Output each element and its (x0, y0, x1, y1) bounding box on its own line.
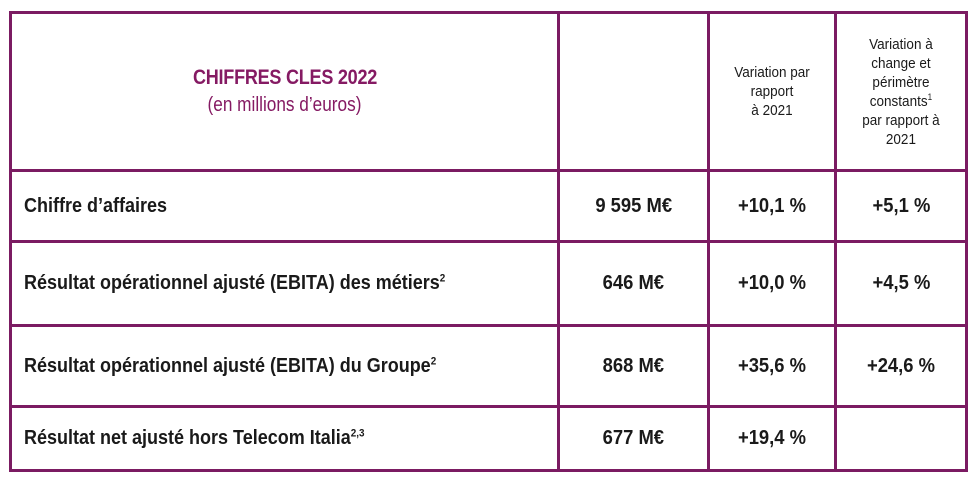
constant-header-cell: Variation à change et périmètre constant… (834, 11, 968, 172)
row-value: 868 M€ (602, 354, 665, 377)
row-label: Résultat opérationnel ajusté (EBITA) du … (24, 354, 431, 377)
row-variation: +35,6 % (737, 354, 807, 377)
key-figures-table: CHIFFRES CLES 2022 (en millions d’euros)… (9, 11, 968, 472)
row-label-cell: Chiffre d’affaires (9, 169, 560, 243)
row-constant-cell (834, 405, 968, 472)
row-value-cell: 646 M€ (557, 240, 710, 327)
row-constant-cell: +4,5 % (834, 240, 968, 327)
header-row: CHIFFRES CLES 2022 (en millions d’euros)… (9, 11, 968, 172)
row-value: 646 M€ (602, 272, 665, 294)
variation-header-line: à 2021 (751, 102, 793, 119)
row-value-cell: 677 M€ (557, 405, 710, 472)
constant-header-line: change et (871, 54, 931, 72)
title-cell: CHIFFRES CLES 2022 (en millions d’euros) (9, 11, 560, 172)
row-constant: +24,6 % (866, 354, 936, 377)
row-variation-cell: +35,6 % (707, 324, 837, 408)
constant-header-line: par rapport à (862, 111, 940, 129)
row-constant: +5,1 % (872, 194, 930, 217)
row-constant: +4,5 % (872, 272, 930, 294)
row-variation-cell: +10,0 % (707, 240, 837, 327)
row-variation-cell: +19,4 % (707, 405, 837, 472)
row-variation: +10,0 % (737, 272, 807, 294)
variation-header-cell: Variation par rapport à 2021 (707, 11, 837, 172)
row-value: 677 M€ (602, 427, 665, 449)
row-label-cell: Résultat net ajusté hors Telecom Italia2… (9, 405, 560, 472)
constant-header-line: Variation à (869, 35, 933, 53)
footnote-ref: 2 (430, 354, 437, 367)
row-constant-cell: +24,6 % (834, 324, 968, 408)
footnote-ref: 2,3 (350, 427, 365, 440)
row-variation-cell: +10,1 % (707, 169, 837, 243)
table-row: Résultat net ajusté hors Telecom Italia2… (9, 405, 968, 472)
table-title: CHIFFRES CLES 2022 (192, 66, 377, 89)
footnote-ref: 2 (439, 272, 446, 285)
constant-header-line: constants (869, 92, 928, 110)
row-value-cell: 868 M€ (557, 324, 710, 408)
constant-header-line: périmètre (872, 73, 930, 91)
row-variation: +19,4 % (737, 427, 807, 449)
row-label: Résultat opérationnel ajusté (EBITA) des… (24, 272, 440, 294)
row-variation: +10,1 % (737, 194, 807, 217)
table-row: Chiffre d’affaires 9 595 M€ +10,1 % +5,1… (9, 169, 968, 243)
variation-header-line: Variation par (734, 64, 810, 81)
table-row: Résultat opérationnel ajusté (EBITA) du … (9, 324, 968, 408)
value-header-cell (557, 11, 710, 172)
table-row: Résultat opérationnel ajusté (EBITA) des… (9, 240, 968, 327)
table-subtitle: (en millions d’euros) (207, 94, 362, 116)
constant-header-line: 2021 (885, 130, 917, 148)
row-label: Résultat net ajusté hors Telecom Italia (24, 427, 351, 449)
row-label-cell: Résultat opérationnel ajusté (EBITA) du … (9, 324, 560, 408)
row-label: Chiffre d’affaires (24, 194, 168, 217)
row-value: 9 595 M€ (595, 194, 672, 217)
row-value-cell: 9 595 M€ (557, 169, 710, 243)
variation-header-line: rapport (750, 83, 794, 100)
row-label-cell: Résultat opérationnel ajusté (EBITA) des… (9, 240, 560, 327)
row-constant-cell: +5,1 % (834, 169, 968, 243)
footnote-ref: 1 (927, 91, 933, 102)
